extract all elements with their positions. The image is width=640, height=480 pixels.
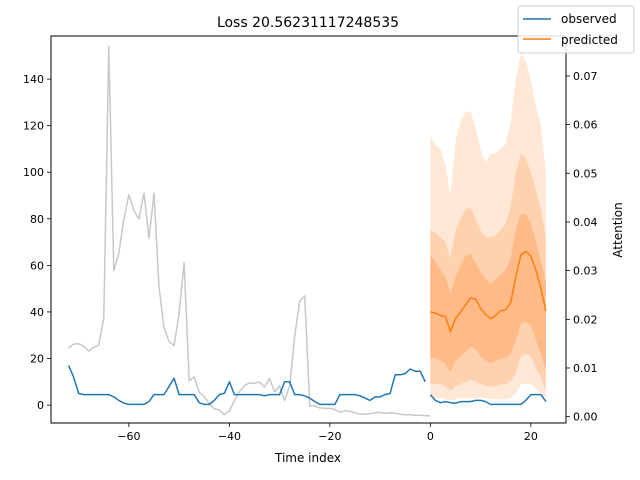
y2-tick-label: 0.06 — [573, 119, 598, 132]
x-tick-label: −20 — [318, 430, 341, 443]
y-tick-label: 60 — [30, 259, 44, 272]
legend-label-predicted: predicted — [561, 33, 618, 47]
y2-tick-label: 0.07 — [573, 70, 598, 83]
legend: observed predicted — [517, 5, 635, 54]
y-tick-label: 100 — [23, 166, 44, 179]
y2-tick-label: 0.02 — [573, 313, 598, 326]
y2-tick-label: 0.00 — [573, 411, 598, 424]
plot-frame — [50, 35, 567, 424]
y-tick-label: 120 — [23, 120, 44, 133]
chart-title: Loss 20.56231117248535 — [217, 15, 399, 31]
y2-tick-label: 0.04 — [573, 216, 598, 229]
legend-label-observed: observed — [561, 12, 617, 26]
y2-tick-label: 0.01 — [573, 362, 598, 375]
prediction-bands — [430, 53, 546, 401]
y2-tick-label: 0.05 — [573, 167, 598, 180]
y-tick-label: 80 — [30, 213, 44, 226]
x-tick-label: 20 — [524, 430, 538, 443]
y-axis-right: 0.00 0.01 0.02 0.03 0.04 0.05 0.06 0.07 — [566, 70, 598, 424]
x-tick-label: 0 — [427, 430, 434, 443]
series-lines — [67, 45, 547, 417]
y-tick-label: 140 — [23, 73, 44, 86]
y-tick-label: 40 — [30, 306, 44, 319]
y-axis-left: 0 20 40 60 80 100 120 140 — [23, 73, 51, 412]
attention-line — [68, 45, 431, 417]
x-axis: −60 −40 −20 0 20 — [117, 423, 538, 443]
predicted-line-2 — [430, 250, 547, 333]
y2-tick-label: 0.03 — [573, 265, 598, 278]
observed-line-1 — [429, 393, 547, 406]
y-tick-label: 20 — [30, 353, 44, 366]
x-tick-label: −40 — [218, 430, 241, 443]
x-tick-label: −60 — [117, 430, 140, 443]
y2-axis-label: Attention — [611, 202, 625, 257]
observed-line-0 — [67, 365, 426, 406]
prediction-band-3 — [430, 214, 546, 373]
y-tick-label: 0 — [37, 399, 44, 412]
x-axis-label: Time index — [274, 451, 341, 465]
legend-box — [517, 5, 635, 54]
